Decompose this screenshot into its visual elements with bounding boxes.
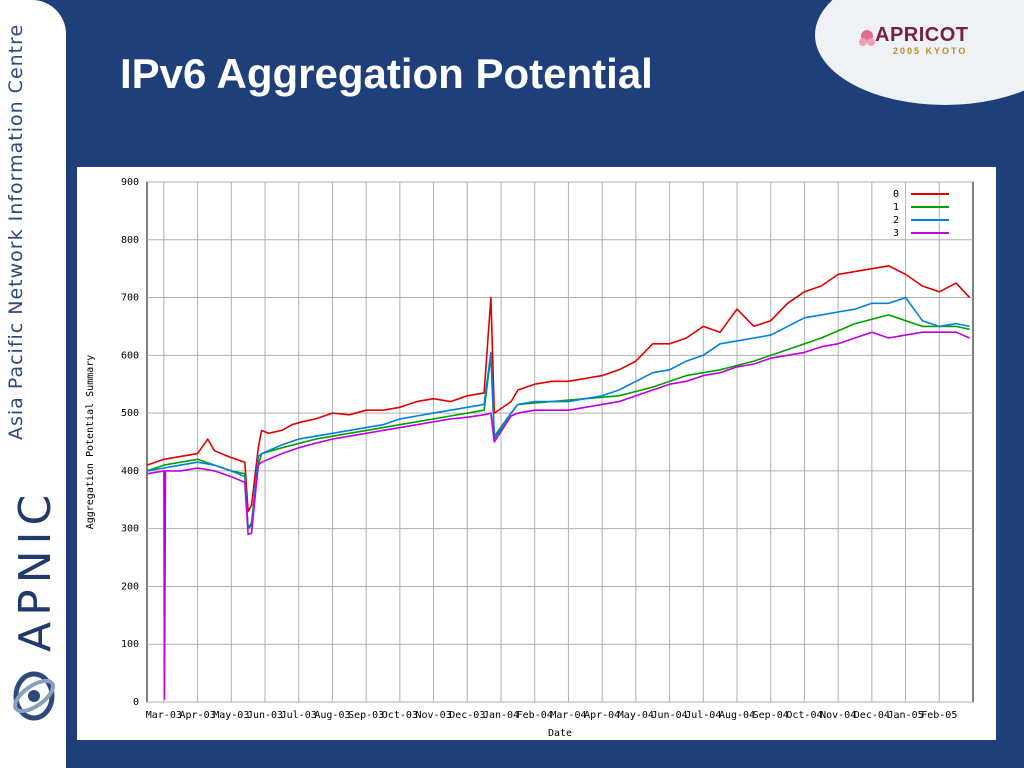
x-tick-label: Aug-03 — [314, 710, 350, 721]
x-tick-label: Nov-04 — [820, 710, 856, 721]
y-axis-label: Aggregation Potential Summary — [85, 355, 96, 530]
y-axis-ticks: 0 100 200 300 400 500 600 700 800 900 — [121, 177, 139, 708]
x-tick-label: Apr-03 — [180, 710, 216, 721]
series-line-2 — [146, 296, 970, 530]
series-line-0 — [146, 265, 971, 513]
x-tick-label: Sep-04 — [753, 710, 789, 721]
legend-label: 0 — [893, 189, 899, 200]
x-tick-label: Jan-04 — [483, 710, 519, 721]
y-tick-label: 0 — [133, 697, 139, 708]
series-lines — [146, 265, 971, 700]
y-tick-label: 900 — [121, 177, 139, 188]
x-tick-label: Dec-03 — [449, 710, 485, 721]
apnic-logo-icon — [13, 671, 55, 721]
sidebar-organization-name: Asia Pacific Network Information Centre — [5, 23, 27, 440]
x-tick-label: Sep-03 — [348, 710, 384, 721]
x-axis-label: Date — [548, 728, 572, 739]
y-tick-label: 600 — [121, 350, 139, 361]
x-tick-label: Jul-03 — [281, 710, 317, 721]
legend-label: 1 — [893, 202, 899, 213]
apnic-wordmark: APNIC — [10, 488, 61, 652]
y-tick-label: 100 — [121, 639, 139, 650]
grid-lines — [147, 181, 973, 703]
legend-label: 3 — [893, 228, 899, 239]
apricot-blossom-icon — [859, 30, 875, 46]
x-tick-label: Nov-03 — [416, 710, 452, 721]
plot-area — [146, 181, 974, 703]
y-tick-label: 400 — [121, 466, 139, 477]
x-tick-label: Dec-04 — [854, 710, 890, 721]
x-tick-label: Mar-04 — [550, 710, 586, 721]
y-tick-label: 200 — [121, 581, 139, 592]
y-tick-label: 800 — [121, 235, 139, 246]
y-tick-label: 700 — [121, 293, 139, 304]
x-axis-ticks: Mar-03Apr-03May-03Jun-03Jul-03Aug-03Sep-… — [146, 710, 958, 721]
page-title: IPv6 Aggregation Potential — [120, 50, 653, 97]
legend: 0 1 2 3 — [893, 189, 949, 239]
y-tick-label: 300 — [121, 524, 139, 535]
chart-panel: 0 100 200 300 400 500 600 700 800 900 Mar-03 Apr-0… — [77, 167, 996, 740]
sidebar-panel: Asia Pacific Network Information Centre … — [0, 0, 66, 768]
x-tick-label: May-03 — [213, 710, 249, 721]
x-tick-label: May-04 — [618, 710, 654, 721]
apricot-name: APRICOT — [875, 24, 969, 46]
legend-label: 2 — [893, 215, 899, 226]
x-tick-label: Feb-05 — [921, 710, 957, 721]
x-tick-label: Oct-03 — [382, 710, 418, 721]
x-tick-label: Jun-03 — [247, 710, 283, 721]
x-tick-label: Aug-04 — [719, 710, 755, 721]
x-tick-label: Mar-03 — [146, 710, 182, 721]
x-tick-label: Jan-05 — [888, 710, 924, 721]
apricot-logo: APRICOT 2005 KYOTO — [857, 22, 1007, 62]
apricot-subtitle: 2005 KYOTO — [893, 46, 968, 56]
x-tick-label: Jul-04 — [685, 710, 721, 721]
y-tick-label: 500 — [121, 408, 139, 419]
x-tick-label: Jun-04 — [652, 710, 688, 721]
series-line-3 — [146, 331, 970, 700]
x-tick-label: Apr-04 — [584, 710, 620, 721]
x-tick-label: Oct-04 — [786, 710, 822, 721]
x-tick-label: Feb-04 — [517, 710, 553, 721]
